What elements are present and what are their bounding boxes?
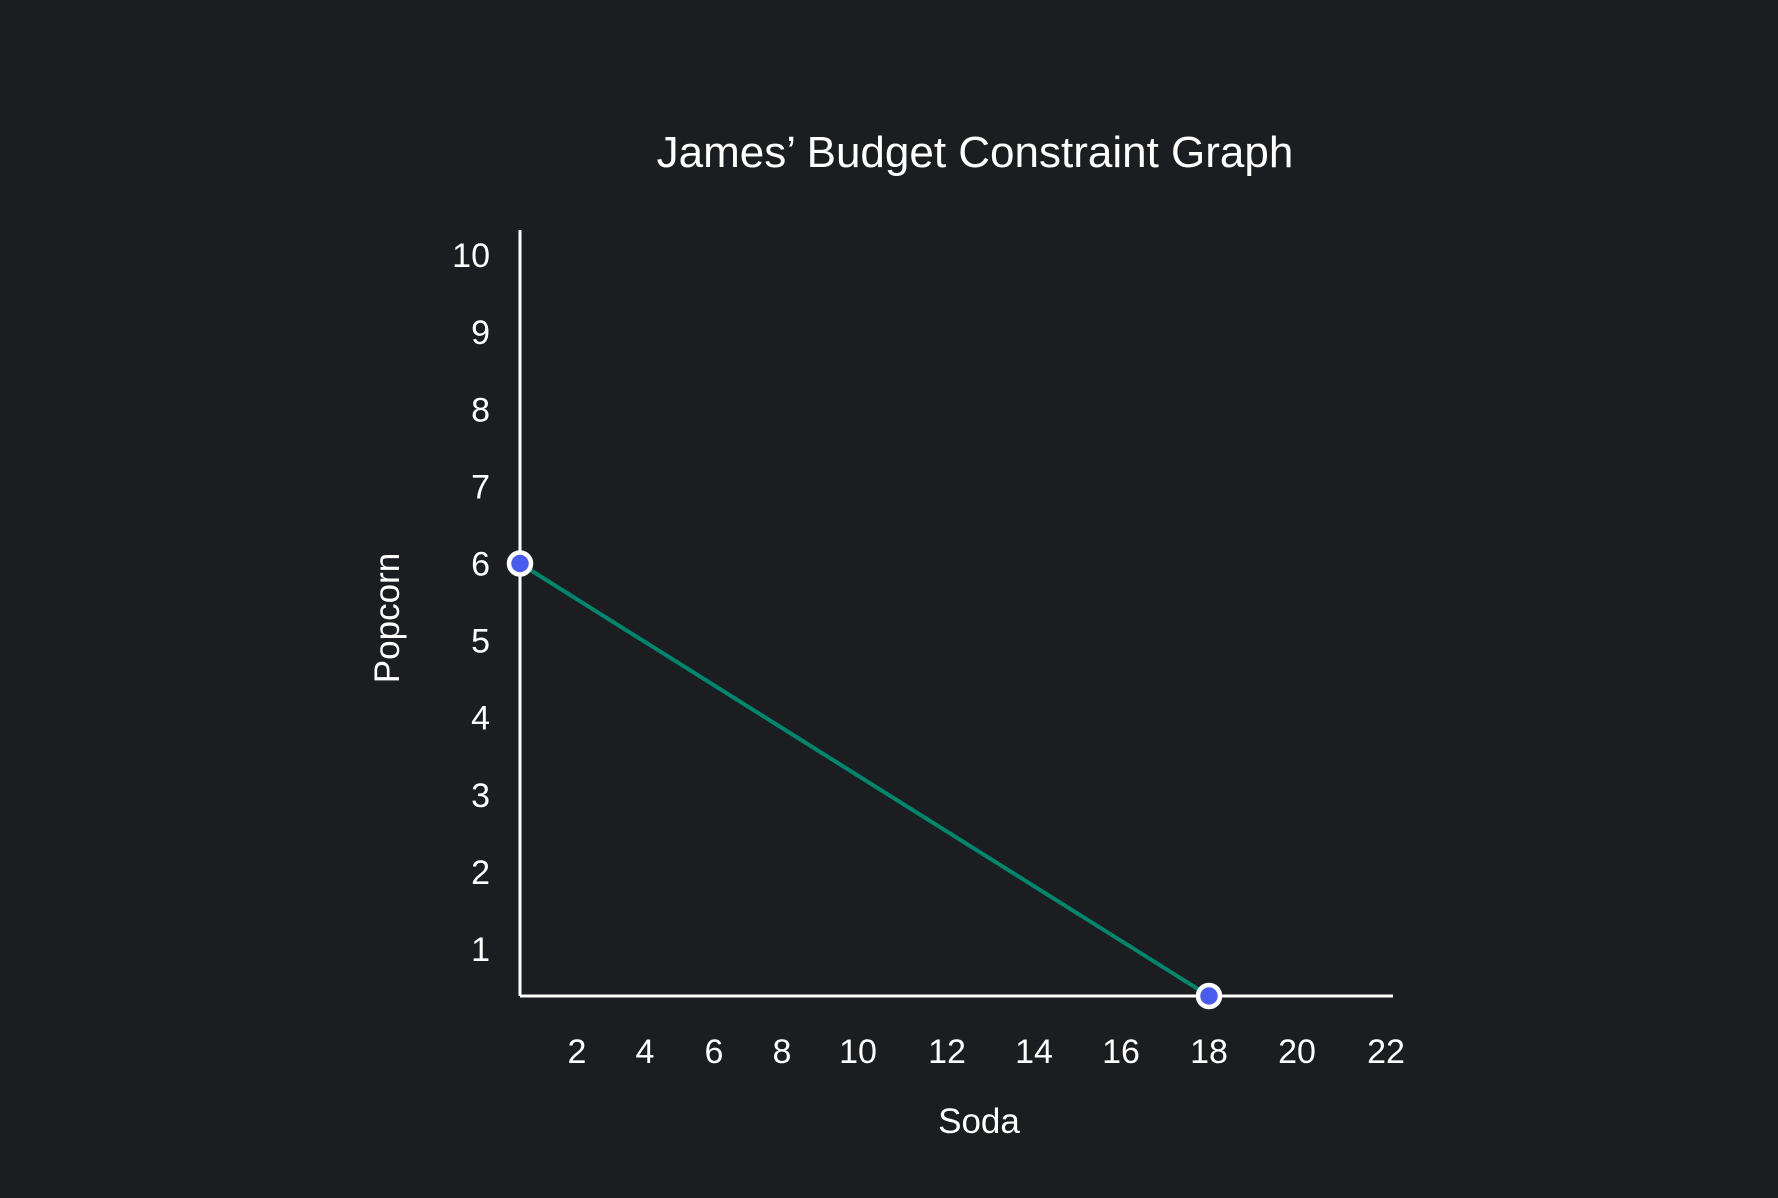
y-tick-label: 9 [471,314,490,352]
x-axis-label: Soda [938,1102,1020,1141]
x-tick-label: 12 [928,1033,966,1071]
x-tick-label: 22 [1367,1033,1405,1071]
x-tick-label: 6 [705,1033,724,1071]
chart-title: James’ Budget Constraint Graph [657,128,1294,177]
y-tick-label: 10 [452,237,490,275]
y-axis-label: Popcorn [368,553,407,683]
x-tick-label: 8 [773,1033,792,1071]
y-tick-label: 1 [471,931,490,969]
y-tick-label: 5 [471,623,490,661]
data-point [506,550,534,577]
x-tick-label: 10 [839,1033,877,1071]
y-tick-label: 3 [471,777,490,815]
budget-line [518,561,1211,998]
y-tick-label: 6 [471,546,490,584]
y-tick-label: 2 [471,854,490,892]
y-tick-label: 8 [471,391,490,429]
x-tick-label: 20 [1278,1033,1316,1071]
data-point [1195,982,1223,1010]
y-tick-label: 7 [471,468,490,506]
x-tick-label: 16 [1102,1033,1140,1071]
x-tick-label: 14 [1015,1033,1053,1071]
x-tick-label: 2 [568,1033,587,1071]
x-tick-label: 18 [1190,1033,1228,1071]
x-tick-label: 4 [636,1033,655,1071]
y-tick-label: 4 [471,700,490,738]
